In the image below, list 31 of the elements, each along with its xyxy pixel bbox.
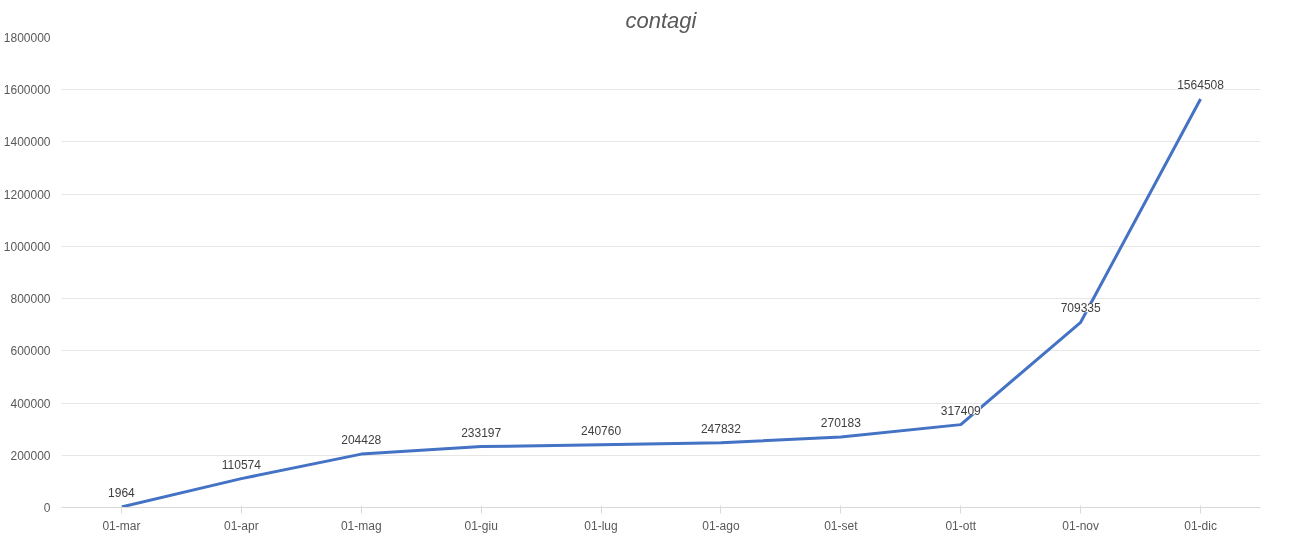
x-tick-label: 01-dic	[1184, 518, 1217, 533]
x-tick-label: 01-mar	[102, 518, 141, 533]
x-tick-label: 01-ott	[945, 518, 977, 533]
x-tick-label: 01-apr	[224, 518, 259, 533]
data-label: 1564508	[1177, 77, 1225, 92]
y-tick-label: 1800000	[3, 31, 51, 45]
y-tick-label: 1600000	[3, 83, 51, 98]
x-tick-label: 01-ago	[702, 518, 740, 533]
data-label: 247832	[700, 421, 742, 436]
data-label: 240760	[581, 423, 622, 438]
y-tick-label: 800000	[10, 292, 51, 307]
data-label: 270183	[820, 415, 862, 430]
chart-title: contagi	[625, 7, 698, 33]
y-tick-label: 400000	[10, 396, 51, 411]
x-tick-label: 01-giu	[464, 518, 498, 533]
x-tick-label: 01-set	[824, 518, 859, 533]
data-label: 709335	[1060, 301, 1101, 316]
x-tick-label: 01-nov	[1062, 518, 1100, 533]
data-label: 317409	[940, 403, 982, 418]
data-label: 110574	[221, 457, 262, 472]
data-label: 233197	[461, 425, 502, 440]
data-label: 204428	[341, 433, 382, 448]
x-tick-label: 01-lug	[584, 518, 618, 533]
y-tick-label: 0	[43, 501, 51, 515]
y-tick-label: 200000	[10, 448, 51, 463]
y-tick-label: 600000	[10, 344, 51, 359]
y-tick-label: 1000000	[3, 239, 51, 254]
y-tick-label: 1400000	[3, 135, 51, 150]
y-tick-label: 1200000	[3, 187, 51, 202]
data-label: 1964	[108, 485, 136, 500]
x-tick-label: 01-mag	[340, 518, 382, 533]
